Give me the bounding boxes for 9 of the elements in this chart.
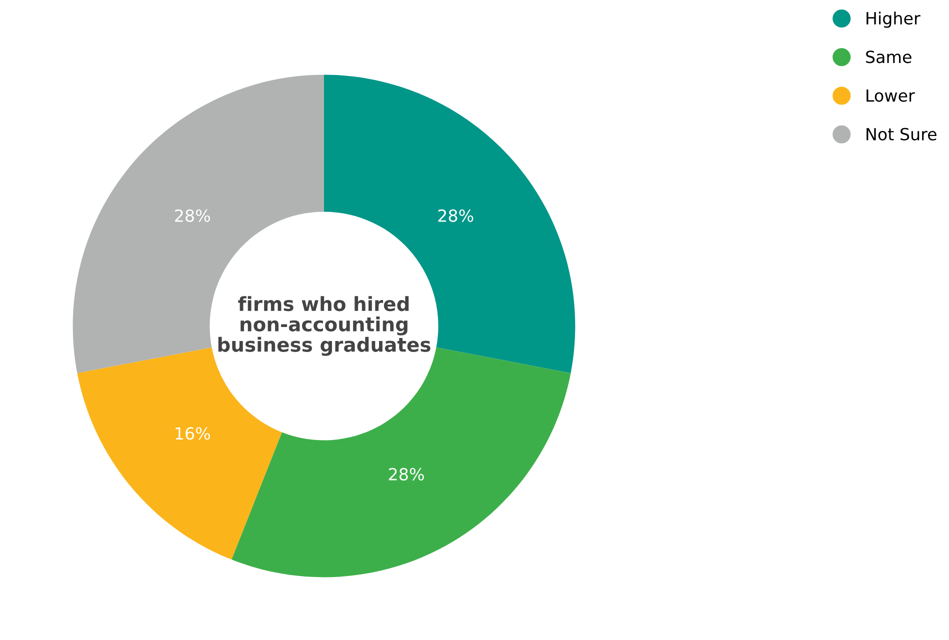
text: firms who hired non-accounting business graduates [218,296,430,356]
legend-label: Higher [866,12,920,28]
legend-label: Same [866,50,912,64]
legend-label: Lower [866,89,915,102]
legend-label: Not Sure [866,128,936,140]
data-label: 28% [388,468,424,481]
data-label: 16% [176,427,210,440]
data-label: 28% [438,209,474,222]
data-label: 28% [175,209,210,222]
